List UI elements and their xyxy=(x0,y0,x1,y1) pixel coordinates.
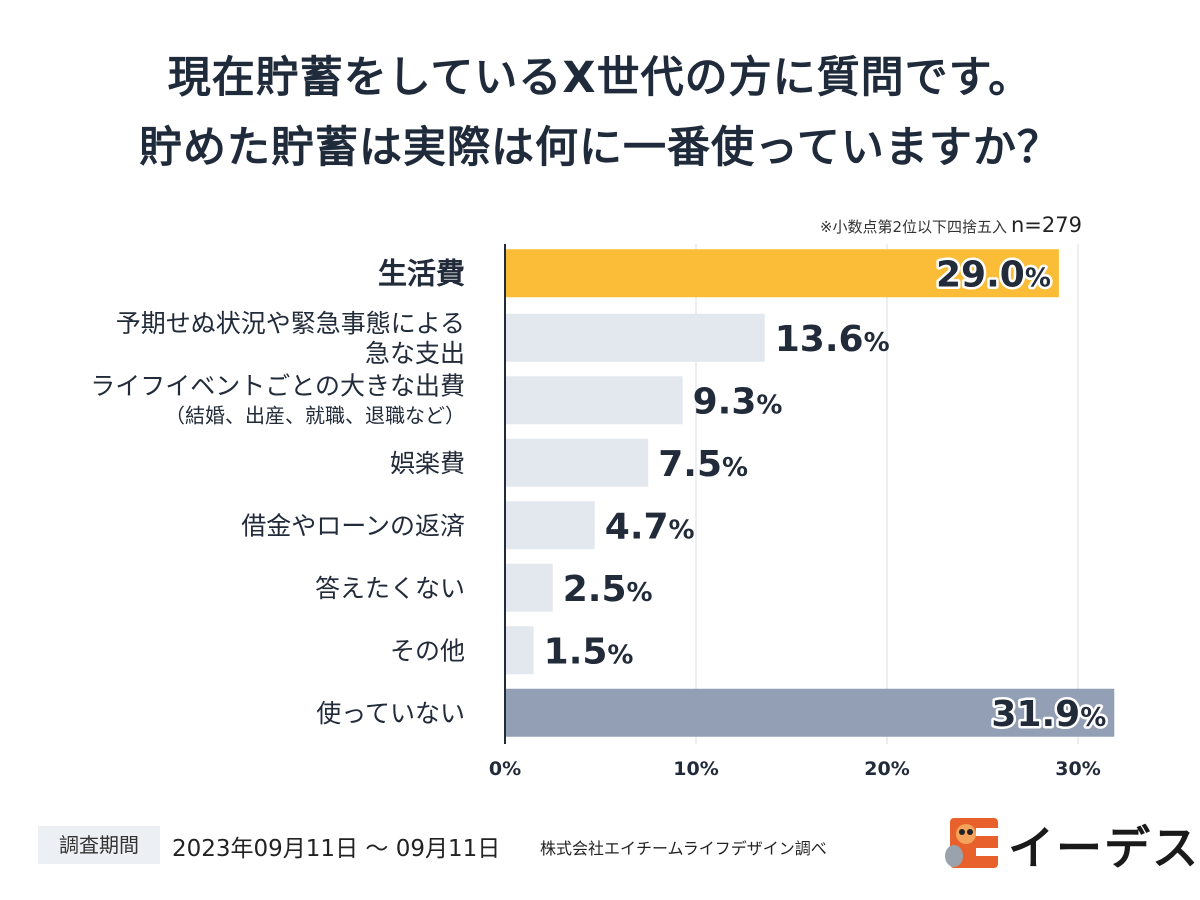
category-label: 予期せぬ状況や緊急事態による xyxy=(116,309,465,338)
category-label: 急な支出 xyxy=(365,339,465,368)
category-label: 答えたくない xyxy=(315,574,465,603)
x-tick-label: 30% xyxy=(1055,758,1100,780)
category-label: ライフイベントごとの大きな出費 xyxy=(90,371,465,400)
survey-period: 2023年09月11日 〜 09月11日 xyxy=(172,836,501,862)
data-label: 9.3% xyxy=(693,381,783,422)
bar-1 xyxy=(505,249,1059,298)
x-tick-label: 0% xyxy=(489,758,521,780)
category-label: （結婚、出産、就職、退職など） xyxy=(165,403,465,427)
logo-mark-icon xyxy=(945,818,998,868)
chart-title-line-2: 貯めた貯蓄は実際は何に一番使っていますか？ xyxy=(139,123,1061,173)
data-label: 31.9% xyxy=(991,694,1106,735)
data-label: 13.6% xyxy=(775,319,890,360)
category-label: 使っていない xyxy=(316,699,465,728)
bar-2 xyxy=(505,313,765,362)
bar-7 xyxy=(505,626,534,675)
bar-6 xyxy=(505,563,553,612)
bar-5 xyxy=(505,501,595,550)
category-label: 生活費 xyxy=(378,257,465,291)
bar-8 xyxy=(505,688,1115,737)
survey-source: 株式会社エイチームライフデザイン調べ xyxy=(540,839,827,858)
x-tick-label: 10% xyxy=(673,758,718,780)
chart-title-line-1: 現在貯蓄をしているX世代の方に質問です。 xyxy=(167,53,1033,103)
sample-note: ※小数点第2位以下四捨五入 n=279 xyxy=(820,213,1082,237)
data-label: 2.5% xyxy=(563,569,653,610)
category-label: 借金やローンの返済 xyxy=(241,511,465,540)
category-label: 娯楽費 xyxy=(390,449,465,478)
bar-4 xyxy=(505,438,649,487)
brand-logo xyxy=(945,818,998,868)
survey-period-label: 調査期間 xyxy=(38,826,160,864)
category-label: その他 xyxy=(390,636,465,665)
data-label: 7.5% xyxy=(658,444,748,485)
x-tick-label: 20% xyxy=(864,758,909,780)
data-label: 1.5% xyxy=(544,631,634,672)
data-label: 4.7% xyxy=(605,506,695,547)
sample-size: n=279 xyxy=(1011,213,1082,237)
data-label: 29.0% xyxy=(936,254,1051,295)
brand-name: イーデス xyxy=(1008,821,1200,875)
rounding-note: ※小数点第2位以下四捨五入 xyxy=(819,218,1007,236)
bar-3 xyxy=(505,376,683,425)
